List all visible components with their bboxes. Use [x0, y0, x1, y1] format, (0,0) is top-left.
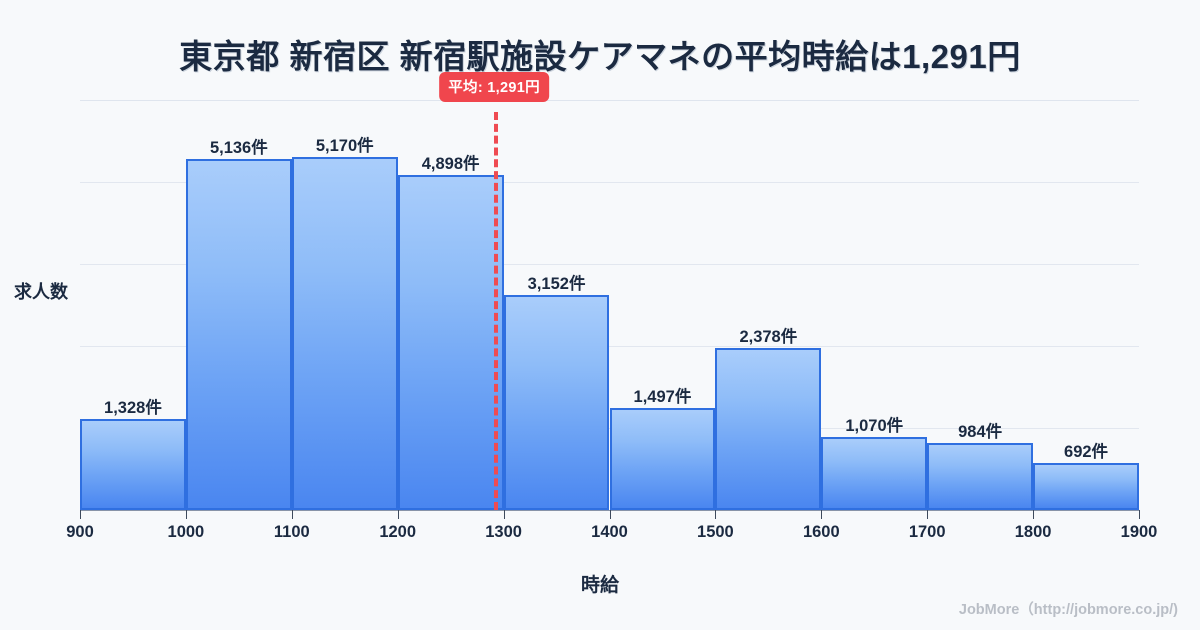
- footer-credit: JobMore（http://jobmore.co.jp/): [958, 602, 1178, 618]
- gridline: [80, 264, 1139, 265]
- gridline: [80, 182, 1139, 183]
- x-tick: [291, 510, 293, 519]
- bar-value-label: 1,070件: [845, 416, 904, 435]
- x-tick: [927, 510, 929, 519]
- x-tick: [821, 510, 823, 519]
- x-tick: [397, 510, 399, 519]
- x-tick-label: 1000: [167, 523, 205, 541]
- gridline: [80, 100, 1139, 101]
- x-axis-label: 時給: [580, 575, 619, 596]
- bar[interactable]: [397, 175, 504, 510]
- x-tick: [609, 510, 611, 519]
- bar-value-label: 2,378件: [739, 327, 798, 346]
- bar-value-label: 5,136件: [209, 139, 268, 158]
- x-tick: [1033, 510, 1035, 519]
- bar[interactable]: [1033, 462, 1139, 510]
- x-tick: [185, 510, 187, 519]
- bar-value-label: 4,898件: [421, 155, 480, 174]
- x-tick-label: 1500: [697, 523, 734, 541]
- bar[interactable]: [927, 442, 1034, 510]
- bar[interactable]: [715, 347, 822, 510]
- gridline: [80, 346, 1139, 347]
- x-tick: [1139, 510, 1140, 519]
- bar-value-label: 1,328件: [104, 399, 162, 418]
- bar-value-label: 1,497件: [633, 387, 692, 406]
- y-axis-label: 求人数: [14, 282, 68, 302]
- x-tick-label: 1100: [273, 523, 310, 541]
- bar-value-label: 3,152件: [527, 274, 586, 293]
- x-tick: [80, 510, 81, 519]
- bar[interactable]: [80, 419, 186, 510]
- bar-value-label: 692件: [1064, 442, 1109, 461]
- x-tick-label: 1400: [591, 523, 628, 541]
- bar-value-label: 5,170件: [315, 136, 374, 155]
- average-line: [494, 112, 499, 510]
- bar[interactable]: [821, 436, 928, 510]
- x-tick-label: 1700: [908, 523, 946, 541]
- x-tick-label: 1900: [1120, 523, 1158, 541]
- x-tick-label: 900: [66, 523, 94, 541]
- x-tick: [715, 510, 717, 519]
- average-badge: 平均: 1,291円: [439, 72, 549, 102]
- x-tick-label: 1300: [485, 523, 522, 541]
- x-tick-label: 1600: [802, 523, 840, 541]
- bar[interactable]: [291, 156, 398, 510]
- plot-area: 1,328件 5,136件 5,170件 4,898件 3,152件 1,497件 2,37…: [80, 72, 1139, 510]
- x-tick: [503, 510, 505, 519]
- bar[interactable]: [185, 159, 292, 510]
- page-title: 東京都 新宿区 新宿駅施設ケアマネの平均時給は1,291円: [179, 38, 1021, 75]
- bar-value-label: 984件: [958, 422, 1003, 441]
- x-tick-label: 1800: [1014, 523, 1052, 541]
- bar[interactable]: [609, 407, 716, 510]
- bar[interactable]: [503, 294, 610, 510]
- x-tick-label: 1200: [379, 523, 417, 541]
